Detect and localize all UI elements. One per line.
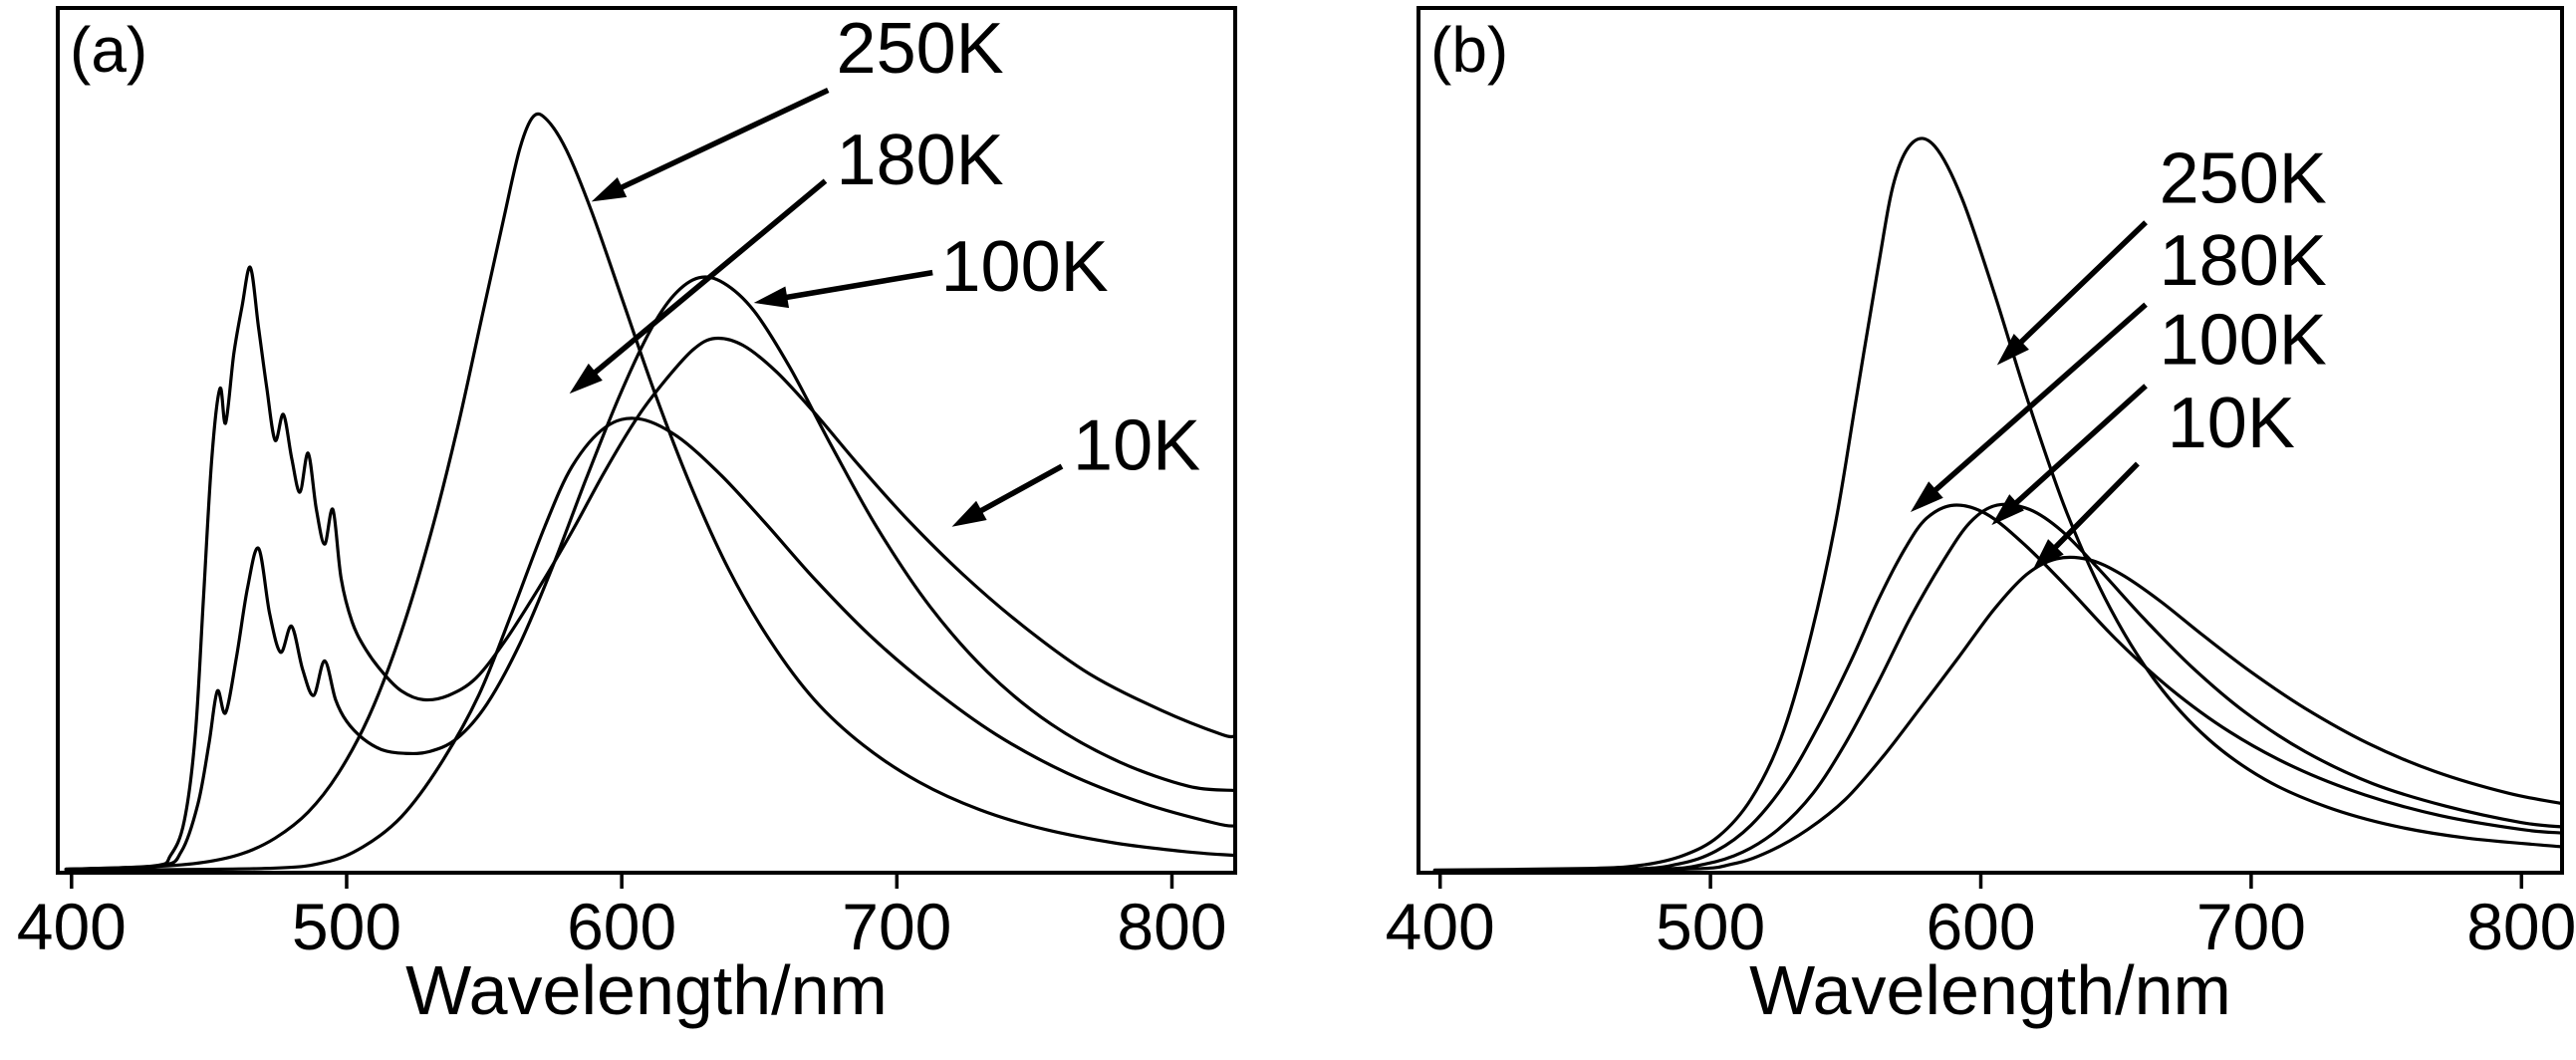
annotation-arrowhead-250K: [1996, 334, 2029, 366]
curve-10K: [64, 265, 1235, 872]
x-tick-label: 800: [1117, 890, 1226, 963]
annotation-label-100K: 100K: [941, 227, 1109, 307]
annotation-arrow-10K: [2051, 461, 2140, 552]
curve-250K: [64, 112, 1235, 872]
annotation-arrow-250K: [617, 87, 830, 192]
plot-box: [1417, 6, 2564, 875]
x-tick-label: 400: [17, 890, 127, 963]
x-tick-label: 500: [1656, 890, 1765, 963]
curve-180K: [1432, 503, 2562, 873]
annotation-arrowhead-10K: [2032, 539, 2064, 572]
curve-250K: [1432, 136, 2562, 872]
x-tick-label: 800: [2466, 890, 2576, 963]
curve-10K: [1432, 555, 2562, 873]
x-axis-label: Wavelength/nm: [405, 951, 888, 1029]
x-tick-label: 700: [2196, 890, 2306, 963]
annotation-label-180K: 180K: [2160, 221, 2327, 301]
annotation-label-10K: 10K: [1073, 406, 1200, 486]
annotation-label-180K: 180K: [837, 121, 1004, 200]
annotation-arrow-10K: [976, 463, 1064, 515]
annotation-arrow-250K: [2016, 220, 2148, 347]
panel-b: 400 500 600 700 800Wavelength/nm(b)250K180K1…: [1386, 6, 2576, 1029]
x-axis-label: Wavelength/nm: [1749, 951, 2231, 1029]
x-tick-label: 700: [842, 890, 951, 963]
annotation-arrow-180K: [590, 178, 828, 378]
annotation-arrow-100K: [2011, 384, 2148, 507]
x-tick-label: 500: [292, 890, 401, 963]
annotation-arrow-180K: [1931, 302, 2148, 495]
annotation-label-10K: 10K: [2168, 384, 2295, 463]
annotation-arrowhead-100K: [1991, 494, 2024, 526]
x-tick-label: 400: [1386, 890, 1495, 963]
annotation-label-250K: 250K: [2160, 138, 2327, 218]
annotation-arrowhead-100K: [753, 286, 790, 309]
plot-box: [56, 6, 1237, 875]
annotation-arrowhead-250K: [591, 176, 628, 202]
panel-a: 400 500 600 700 800 Wavelength/nm (a) 250K 180K 1…: [17, 6, 1237, 1029]
curve-100K: [1432, 502, 2562, 873]
x-tick-label: 600: [567, 890, 676, 963]
panel-label: (a): [70, 14, 147, 86]
annotation-arrowhead-180K: [569, 363, 603, 395]
x-tick-label: 600: [1926, 890, 2035, 963]
annotation-label-250K: 250K: [837, 9, 1004, 89]
annotation-label-100K: 100K: [2160, 301, 2327, 381]
panel-label: (b): [1430, 14, 1508, 86]
annotation-arrow-100K: [782, 269, 933, 301]
annotation-arrowhead-180K: [1910, 481, 1943, 513]
curve-180K: [64, 416, 1235, 872]
annotation-arrowhead-10K: [951, 500, 987, 527]
curve-100K: [64, 275, 1235, 872]
